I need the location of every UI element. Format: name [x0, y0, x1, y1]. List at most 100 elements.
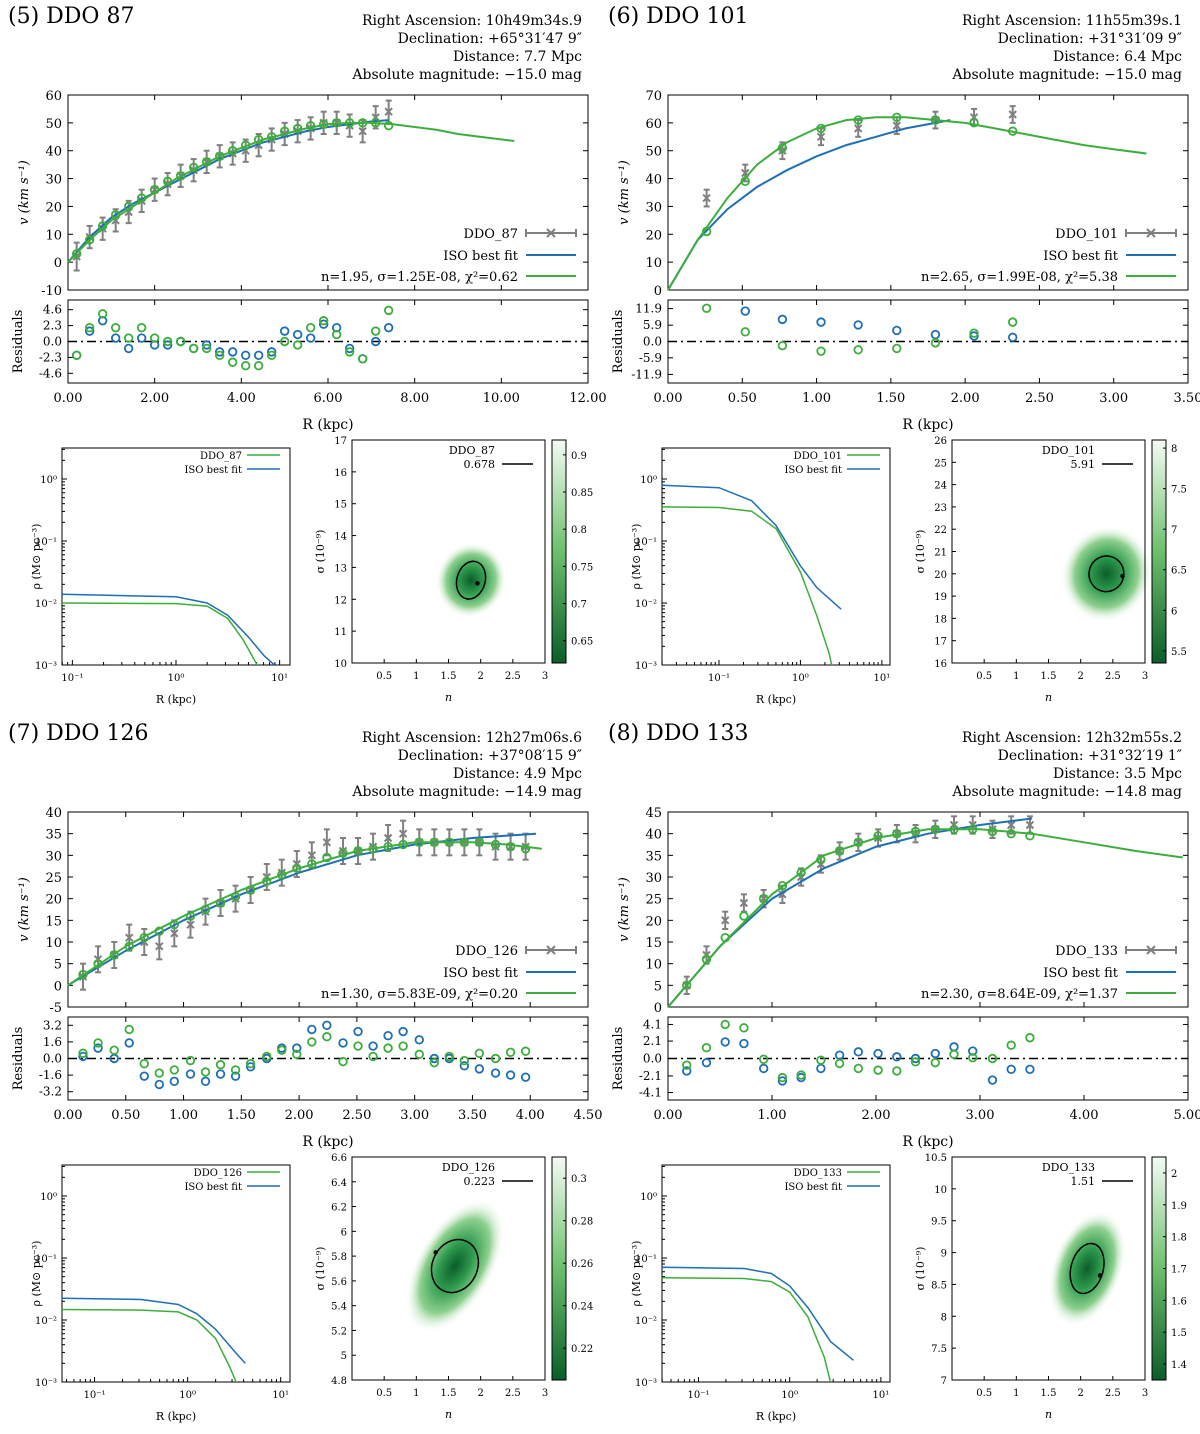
legend-obs-marker: [546, 945, 556, 955]
model-point: [892, 112, 902, 122]
cbar-tick-label: 1.7: [1171, 1265, 1187, 1276]
y-tick-label: 45: [645, 806, 662, 821]
distance: Distance: 4.9 Mpc: [452, 766, 582, 782]
x-tick-label: 0.5: [976, 671, 992, 682]
model-point: [71, 249, 82, 259]
y-tick-label: 11.9: [635, 302, 662, 316]
model-point: [853, 837, 864, 848]
x-tick-label: 3.00: [400, 1108, 429, 1123]
residual-fit-point: [777, 340, 788, 351]
model-point: [322, 852, 332, 863]
y-axis-label: σ (10⁻⁹): [914, 530, 927, 574]
galaxy-info: Right Ascension: 12h27m06s.6 Declination…: [352, 729, 582, 801]
residuals-plot: -11.9 -5.9 0.0 5.9 11.9 0.00 0.50 1.00 1.50 2.00 2…: [611, 299, 1200, 433]
panel-ddo126: (7) DDO 126 Right Ascension: 12h27m06s.6…: [0, 717, 602, 1434]
x-tick-label: 10⁰: [781, 1390, 798, 1401]
residual-iso-point: [505, 1070, 516, 1080]
x-tick-label: 0.5: [376, 1388, 392, 1399]
residual-fit-point: [796, 1070, 806, 1080]
colorbar: [551, 439, 567, 664]
model-point: [262, 876, 272, 887]
density-plot: 10⁻³ 10⁻² 10⁻¹ 10⁰ 10⁻¹ 10⁰ 10¹ ρ (M⊙ pc⁻³) R (k…: [30, 1164, 291, 1423]
likelihood-heatmap: [435, 542, 507, 619]
residual-iso-point: [892, 1052, 902, 1062]
residual-fit-point: [892, 343, 902, 354]
model-point: [474, 837, 485, 848]
x-tick-label: 1.5: [441, 671, 457, 682]
cbar-tick-label: 6: [1171, 606, 1177, 617]
y-tick-label: 20: [934, 570, 947, 581]
residual-fit-point: [154, 1068, 164, 1078]
model-point: [200, 904, 211, 915]
x-axis-label: R (kpc): [902, 1134, 953, 1150]
residual-fit-point: [720, 1019, 730, 1030]
legend-label: n=1.95, σ=1.25E-08, χ²=0.62: [321, 270, 518, 285]
density-fit-line: [62, 1308, 237, 1382]
residual-fit-point: [201, 343, 212, 354]
obs-marker: [125, 933, 134, 942]
x-axis-label: R (kpc): [756, 693, 796, 706]
x-tick-label: 2: [477, 1388, 483, 1399]
model-point: [110, 210, 121, 220]
model-point: [353, 846, 363, 856]
residual-fit-point: [968, 1052, 978, 1063]
y-tick-label: 2.1: [643, 1034, 662, 1048]
y-tick-label: 70: [645, 89, 662, 104]
residual-fit-point: [318, 316, 329, 326]
y-tick-label: 24: [934, 481, 947, 492]
density-fit-line: [662, 506, 833, 665]
model-point: [245, 885, 256, 895]
model-point: [279, 126, 290, 136]
model-point: [910, 826, 921, 837]
declination: Declination: +31°31′09 9″: [997, 31, 1182, 47]
model-point: [816, 123, 826, 134]
model-point: [816, 854, 826, 865]
legend-label: DDO_87: [200, 451, 242, 462]
model-point: [969, 118, 979, 128]
cbar-tick-label: 0.28: [571, 1217, 593, 1228]
x-tick-label: 10⁻¹: [84, 1390, 106, 1401]
model-point: [682, 980, 692, 991]
x-tick-label: 1.00: [802, 391, 831, 406]
galaxy-info: Right Ascension: 12h32m55s.2 Declination…: [952, 729, 1182, 801]
y-tick-label: 50: [645, 145, 662, 160]
obs-marker: [1025, 820, 1035, 830]
residual-fit-point: [873, 1065, 883, 1075]
obs-marker: [170, 929, 179, 938]
residual-fit-point: [344, 347, 355, 357]
model-point: [987, 826, 998, 837]
y-tick-label: 21: [934, 548, 947, 559]
y-tick-label: 5.2: [331, 1326, 347, 1337]
residual-fit-point: [175, 336, 186, 347]
model-point: [853, 115, 863, 125]
x-tick-label: 0.00: [54, 1108, 83, 1123]
galaxy-info: Right Ascension: 11h55m39s.1 Declination…: [952, 12, 1182, 84]
residual-fit-point: [292, 1049, 302, 1060]
contour-plot: 16 17 18 19 20 21 22 23 24 25 26 0.5 1 1.5 2 2.5 3 σ (10⁻…: [914, 436, 1187, 704]
residual-iso-point: [816, 317, 826, 327]
obs-marker: [720, 916, 730, 925]
model-point: [253, 134, 264, 145]
x-tick-label: 3.50: [1174, 391, 1200, 406]
x-tick-label: 3: [542, 671, 548, 682]
residual-fit-point: [701, 303, 712, 313]
y-tick-label: 4.6: [43, 303, 62, 317]
y-axis-label: v (km s⁻¹): [17, 877, 32, 942]
residual-iso-point: [344, 343, 355, 354]
rotation-curve-plot: 0 10 20 30 40 50 60 70 v (km s⁻¹) DDO_101 ISO best…: [617, 89, 1189, 299]
residual-fit-point: [322, 1032, 332, 1042]
panel-ddo87: (5) DDO 87 Right Ascension: 10h49m34s.9 …: [0, 0, 607, 717]
residual-iso-point: [383, 322, 394, 333]
model-point: [383, 120, 394, 131]
rotation-legend: DDO_126 ISO best fit n=1.30, σ=5.83E-09, χ…: [321, 944, 577, 1002]
y-tick-label: 2.3: [43, 319, 62, 333]
x-tick-label: 2.50: [1025, 391, 1054, 406]
panel-title: (6) DDO 101: [608, 4, 749, 29]
model-point: [520, 844, 531, 854]
residual-fit-point: [1006, 1040, 1016, 1050]
y-tick-label: 25: [45, 871, 62, 886]
y-tick-label: 10.5: [925, 1153, 947, 1164]
model-point: [739, 911, 749, 921]
residual-fit-point: [701, 1043, 712, 1053]
